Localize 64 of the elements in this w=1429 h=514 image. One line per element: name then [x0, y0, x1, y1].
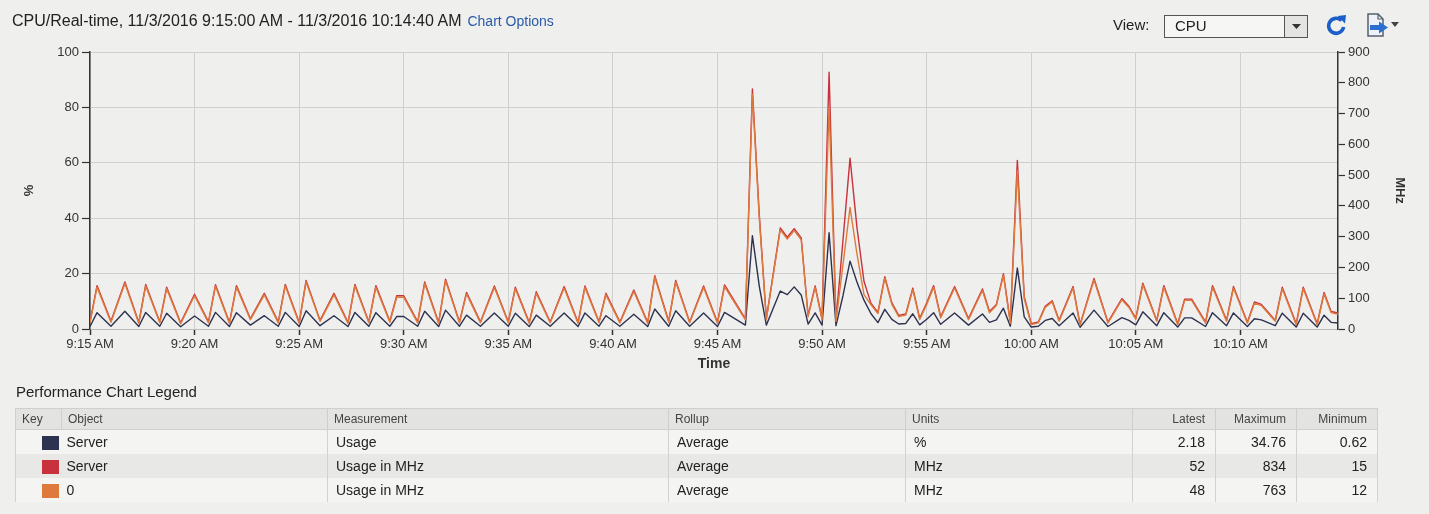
y2-tick-label: 300 [1348, 228, 1370, 244]
y2-tick-label: 400 [1348, 197, 1370, 213]
text: Measurement [327, 408, 669, 430]
x-tick-label: 10:05 AM [1108, 336, 1164, 352]
x-tick-label: 9:55 AM [902, 336, 951, 352]
y-tick-label: 80 [64, 98, 79, 114]
legend-label: Server [61, 454, 328, 478]
text: CPU [1175, 17, 1207, 34]
text: View: [1113, 16, 1150, 34]
y2-tick-label: 0 [1348, 320, 1356, 336]
x-tick-label: 9:15 AM [66, 336, 114, 352]
x-tick-label: 10:10 AM [1213, 336, 1268, 352]
y2-tick-label: 500 [1348, 166, 1370, 182]
text: 834 [1215, 454, 1297, 478]
y2-tick-label: 900 [1348, 43, 1370, 59]
text: Usage [327, 429, 669, 454]
text: MHz [905, 478, 1133, 502]
text: % [905, 429, 1133, 454]
text: Units [905, 408, 1133, 430]
x-tick-label: 9:40 AM [589, 336, 637, 352]
text: 52 [1132, 454, 1216, 478]
text: Rollup [668, 408, 906, 430]
x-tick-label: 9:45 AM [693, 336, 742, 352]
text: 15 [1296, 454, 1378, 478]
y-tick-label: 60 [64, 154, 79, 170]
text: 0.62 [1296, 429, 1378, 454]
text: Chart Options [467, 13, 554, 29]
y2-tick-label: 800 [1348, 74, 1370, 90]
y-tick-label: 20 [64, 265, 79, 281]
text: Average [668, 478, 906, 502]
text: 12 [1296, 478, 1378, 502]
text: 48 [1132, 478, 1216, 502]
legend-label: Server [61, 429, 328, 454]
text: Maximum [1215, 408, 1297, 430]
text: Key [15, 408, 62, 430]
text: Latest [1132, 408, 1216, 430]
text: Average [668, 429, 906, 454]
x-tick-label: 9:25 AM [275, 336, 324, 352]
x-tick-label: 9:50 AM [798, 336, 846, 352]
text: Minimum [1296, 408, 1378, 430]
text: 2.18 [1132, 429, 1216, 454]
text: Object [61, 408, 328, 430]
x-tick-label: 9:20 AM [170, 336, 219, 352]
text: Average [668, 454, 906, 478]
legend-title: Performance Chart Legend [16, 383, 197, 401]
y-tick-label: 40 [64, 209, 79, 225]
text: 763 [1215, 478, 1297, 502]
y2-tick-label: 600 [1348, 135, 1370, 151]
x-tick-label: 9:30 AM [379, 336, 428, 352]
x-tick-label: 10:00 AM [1003, 336, 1059, 352]
y-axis-title: % [21, 184, 37, 197]
x-tick-label: 9:35 AM [484, 336, 533, 352]
y-tick-label: 0 [71, 320, 79, 336]
x-axis-title: Time [697, 355, 731, 372]
y2-tick-label: 200 [1348, 259, 1370, 275]
text: 34.76 [1215, 429, 1297, 454]
text: Usage in MHz [327, 454, 669, 478]
chart-title: CPU/Real-time, 11/3/2016 9:15:00 AM - 11/3/2016 10:14:40 AM [12, 12, 462, 29]
y2-tick-label: 100 [1348, 289, 1370, 305]
y2-tick-label: 700 [1348, 105, 1370, 121]
y-tick-label: 100 [57, 43, 79, 59]
text: Usage in MHz [327, 478, 669, 502]
y2-axis-title: MHz [1392, 177, 1408, 205]
text: MHz [905, 454, 1133, 478]
